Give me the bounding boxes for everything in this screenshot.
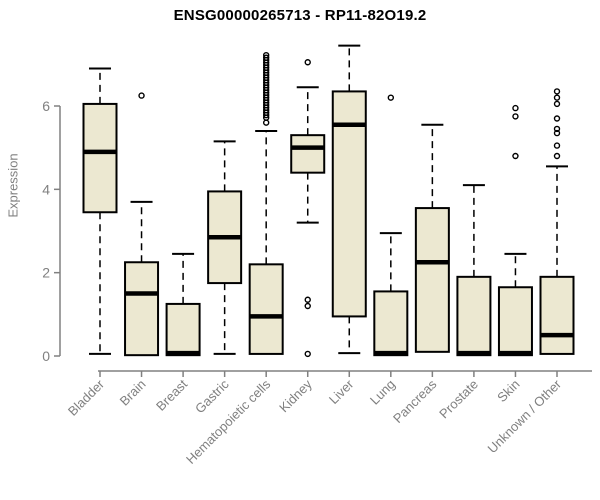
box-kidney — [290, 134, 326, 174]
box-liver — [331, 90, 367, 318]
x-tick-label: Lung — [367, 377, 398, 408]
outlier-skin — [512, 152, 519, 160]
x-tick-label: Bladder — [65, 376, 108, 419]
box-unknown-other — [539, 275, 575, 355]
y-tick-label: 2 — [42, 265, 50, 281]
outlier-unknown-other — [553, 115, 561, 122]
x-tick-label: Kidney — [276, 376, 315, 415]
y-tick-label: 6 — [42, 98, 50, 114]
outlier-unknown-other — [553, 88, 561, 95]
outlier-unknown-other — [553, 94, 561, 101]
x-tick-label: Breast — [153, 376, 190, 413]
outlier-lung — [387, 94, 395, 101]
outlier-kidney — [304, 296, 311, 303]
outlier-kidney — [304, 59, 311, 66]
box-hematopoietic-cells — [248, 263, 284, 355]
outlier-hematopoietic-cells — [262, 51, 270, 59]
x-tick-label: Liver — [326, 376, 357, 407]
outlier-unknown-other — [553, 129, 561, 137]
outlier-brain — [138, 92, 145, 99]
x-tick-label: Brain — [117, 377, 149, 409]
box-lung — [373, 290, 409, 357]
box-prostate — [456, 275, 492, 357]
outlier-skin — [512, 113, 519, 120]
x-tick-label: Skin — [494, 377, 522, 405]
box-skin — [497, 286, 533, 357]
box-breast — [165, 302, 201, 357]
x-tick-label: Gastric — [192, 376, 232, 416]
outlier-hematopoietic-cells — [262, 54, 270, 61]
y-tick-label: 0 — [42, 348, 50, 364]
outlier-kidney — [304, 350, 311, 358]
x-tick-label: Unknown / Other — [485, 376, 565, 456]
outlier-kidney — [304, 302, 311, 310]
outlier-skin — [512, 104, 519, 112]
outlier-unknown-other — [553, 125, 561, 133]
y-tick-label: 4 — [42, 181, 50, 197]
x-tick-label: Prostate — [436, 377, 481, 422]
chart-title: ENSG00000265713 - RP11-82O19.2 — [173, 7, 427, 24]
outlier-unknown-other — [553, 100, 561, 108]
outlier-hematopoietic-cells — [262, 119, 270, 126]
outlier-unknown-other — [553, 152, 561, 160]
box-brain — [124, 261, 160, 357]
box-pancreas — [414, 207, 450, 353]
x-tick-label: Pancreas — [390, 376, 440, 426]
outlier-unknown-other — [553, 142, 561, 149]
box-bladder — [82, 102, 118, 214]
